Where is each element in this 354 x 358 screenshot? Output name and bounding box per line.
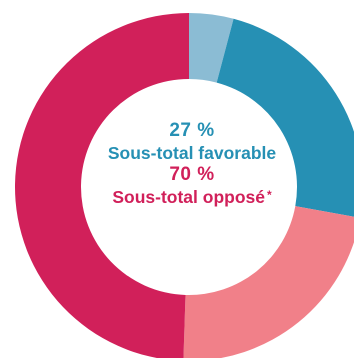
donut-slice-4 — [15, 13, 189, 358]
donut-slice-3 — [183, 206, 354, 358]
donut-slice-1 — [189, 13, 234, 83]
opposed-label: Sous-total opposé — [112, 187, 265, 207]
opposed-label-line: Sous-total opposé * — [72, 186, 312, 208]
opposed-footnote-marker: * — [266, 188, 272, 202]
donut-slice-2 — [216, 18, 354, 217]
center-summary: 27 % Sous-total favorable 70 % Sous-tota… — [72, 120, 312, 208]
opposed-percent: 70 % — [169, 164, 215, 185]
favorable-label: Sous-total favorable — [107, 143, 277, 163]
favorable-percent: 27 % — [169, 120, 215, 141]
